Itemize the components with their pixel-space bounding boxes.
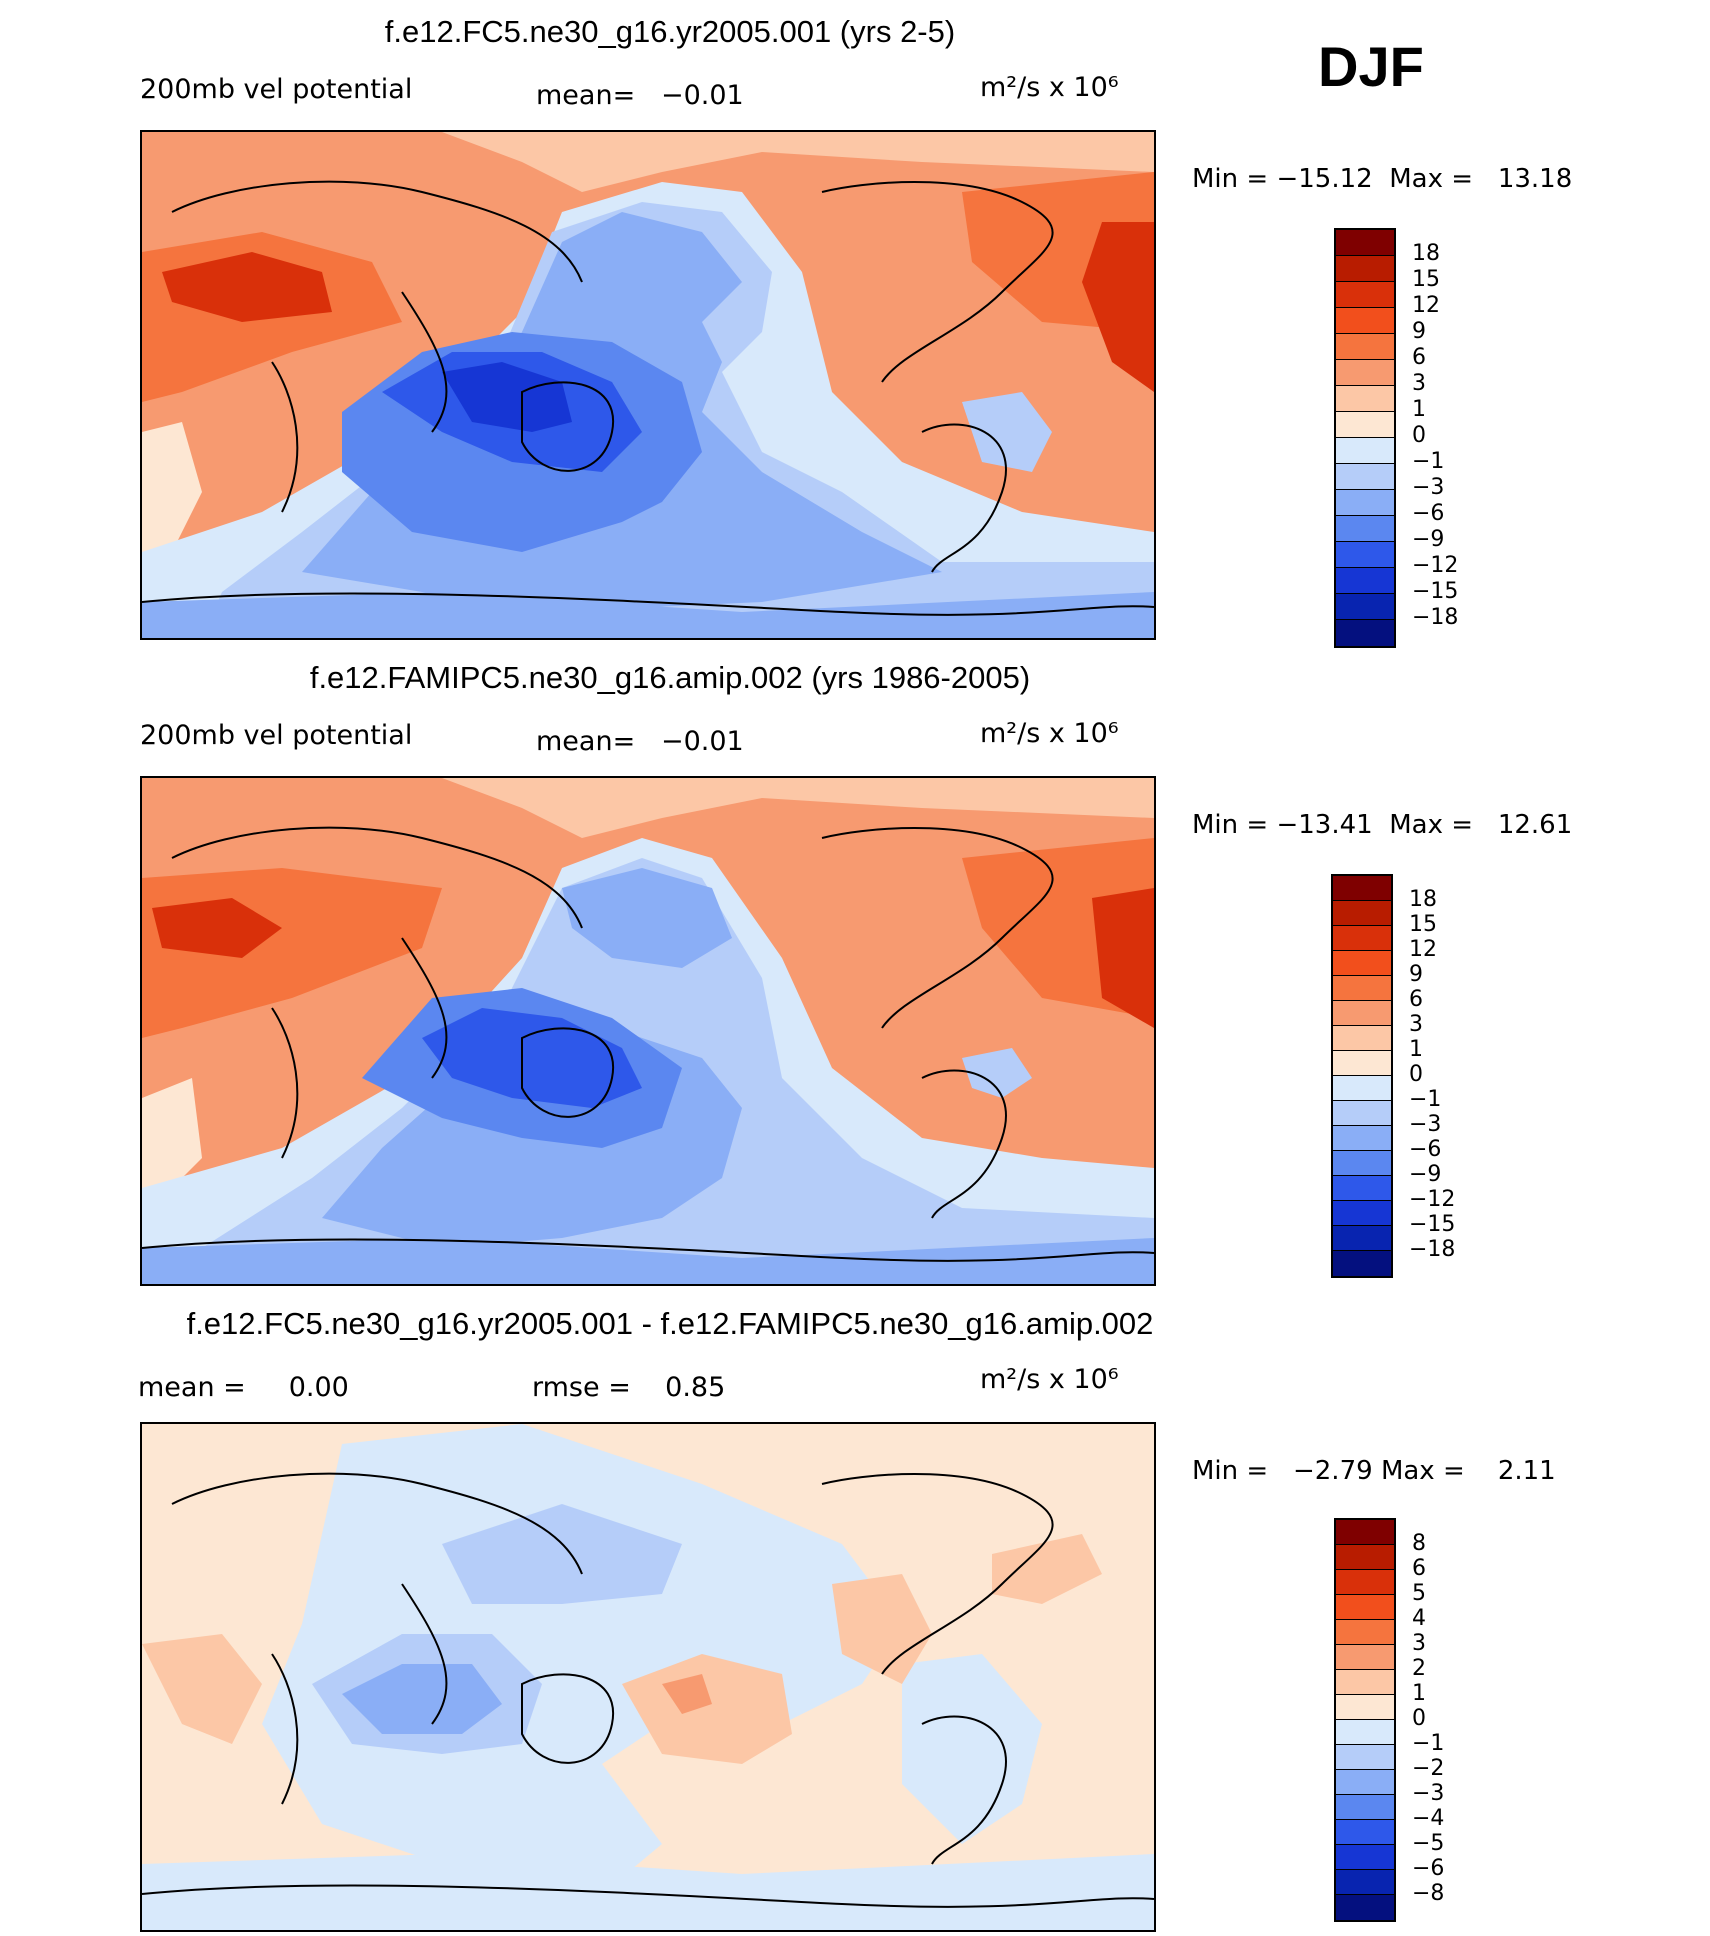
- colorbar-level-label: 3: [1412, 1631, 1426, 1656]
- panel3-units: m²/s x 10⁶: [980, 1364, 1119, 1395]
- field-contour: [662, 1674, 712, 1714]
- colorbar-level-label: −1: [1412, 1731, 1445, 1756]
- panel1-minmax: Min = −15.12 Max = 13.18: [1192, 164, 1573, 194]
- colorbar-level-label: −3: [1409, 1112, 1442, 1137]
- colorbar-level-label: 2: [1412, 1656, 1426, 1681]
- colorbar-level-label: −3: [1412, 1781, 1445, 1806]
- field-contour: [442, 778, 1154, 838]
- panel3-rmse: rmse = 0.85: [532, 1372, 726, 1403]
- field-contour: [142, 1634, 262, 1744]
- panel2-title: f.e12.FAMIPC5.ne30_g16.amip.002 (yrs 198…: [309, 660, 1031, 695]
- colorbar-level-label: −9: [1409, 1162, 1442, 1187]
- panel3-minmax: Min = −2.79 Max = 2.11: [1192, 1456, 1556, 1486]
- colorbar-level-label: −15: [1412, 579, 1459, 604]
- colorbar-level-label: −3: [1412, 475, 1445, 500]
- panel3-map: [140, 1422, 1156, 1932]
- field-contour: [442, 362, 572, 432]
- field-contour: [162, 252, 332, 322]
- colorbar-level-label: −1: [1412, 449, 1445, 474]
- coastline-overlay: [142, 180, 1154, 616]
- colorbar-level-label: 3: [1409, 1012, 1423, 1037]
- colorbar-level-label: 8: [1412, 1531, 1426, 1556]
- panel2-colorbar: [1331, 874, 1393, 1278]
- panel3-title: f.e12.FC5.ne30_g16.yr2005.001 - f.e12.FA…: [186, 1306, 1154, 1341]
- colorbar-level-label: 6: [1409, 987, 1423, 1012]
- colorbar-level-label: −2: [1412, 1756, 1445, 1781]
- field-contour: [142, 1238, 1154, 1284]
- panel1-colorbar: [1334, 228, 1396, 648]
- colorbar-level-label: 1: [1409, 1037, 1423, 1062]
- field-contour: [142, 1854, 1154, 1930]
- field-contour: [342, 1664, 502, 1734]
- colorbar-level-label: 12: [1412, 293, 1440, 318]
- colorbar-level-label: −15: [1409, 1212, 1456, 1237]
- colorbar-level-label: 1: [1412, 1681, 1426, 1706]
- panel1-title: f.e12.FC5.ne30_g16.yr2005.001 (yrs 2-5): [384, 14, 956, 49]
- colorbar-level-label: 5: [1412, 1581, 1426, 1606]
- panel3-colorbar: [1334, 1518, 1396, 1922]
- colorbar-level-label: −9: [1412, 527, 1445, 552]
- coastline-overlay: [142, 826, 1154, 1262]
- colorbar-level-label: 18: [1412, 241, 1440, 266]
- colorbar-level-label: 9: [1409, 962, 1423, 987]
- panel1-variable: 200mb vel potential: [140, 74, 413, 105]
- colorbar-level-label: 12: [1409, 937, 1437, 962]
- colorbar-level-label: −18: [1409, 1237, 1456, 1262]
- field-contour: [142, 592, 1154, 638]
- field-contour: [142, 422, 202, 572]
- field-contour: [152, 898, 282, 958]
- colorbar-level-label: 1: [1412, 397, 1426, 422]
- colorbar-level-label: 6: [1412, 345, 1426, 370]
- field-contour: [1092, 888, 1154, 1028]
- field-contour: [832, 1574, 932, 1684]
- panel2-map: [140, 776, 1156, 1286]
- colorbar-level-label: 0: [1409, 1062, 1423, 1087]
- field-contour: [562, 868, 732, 968]
- panel2-mean: mean= −0.01: [536, 726, 744, 757]
- colorbar-level-label: 15: [1412, 267, 1440, 292]
- season-label: DJF: [1318, 35, 1424, 98]
- field-contour: [992, 1534, 1102, 1604]
- colorbar-level-label: −4: [1412, 1806, 1445, 1831]
- colorbar-level-label: 0: [1412, 423, 1426, 448]
- panel2-units: m²/s x 10⁶: [980, 718, 1119, 749]
- colorbar-level-label: 6: [1412, 1556, 1426, 1581]
- colorbar-level-label: 15: [1409, 912, 1437, 937]
- colorbar-level-label: −6: [1412, 1856, 1445, 1881]
- panel1-map: [140, 130, 1156, 640]
- coastline-overlay: [142, 1472, 1154, 1908]
- colorbar-level-label: 3: [1412, 371, 1426, 396]
- colorbar-level-label: −5: [1412, 1831, 1445, 1856]
- colorbar-level-label: −6: [1412, 501, 1445, 526]
- colorbar-level-label: −6: [1409, 1137, 1442, 1162]
- field-contour: [142, 1078, 202, 1208]
- colorbar-level-label: −8: [1412, 1881, 1445, 1906]
- field-contour: [622, 1654, 792, 1764]
- panel3-mean: mean = 0.00: [138, 1372, 349, 1403]
- panel1-mean: mean= −0.01: [536, 80, 744, 111]
- field-contour: [962, 392, 1052, 472]
- colorbar-level-label: −12: [1412, 553, 1459, 578]
- panel1-units: m²/s x 10⁶: [980, 72, 1119, 103]
- panel2-variable: 200mb vel potential: [140, 720, 413, 751]
- colorbar-level-label: 9: [1412, 319, 1426, 344]
- field-contour: [962, 1048, 1032, 1098]
- panel2-minmax: Min = −13.41 Max = 12.61: [1192, 810, 1573, 840]
- field-contour: [442, 1504, 682, 1604]
- colorbar-level-label: −18: [1412, 605, 1459, 630]
- colorbar-level-label: −1: [1409, 1087, 1442, 1112]
- colorbar-level-label: −12: [1409, 1187, 1456, 1212]
- field-contour: [902, 1654, 1042, 1844]
- field-contour: [262, 1424, 902, 1894]
- field-contour: [442, 132, 1154, 192]
- colorbar-level-label: 18: [1409, 887, 1437, 912]
- field-contour: [1082, 222, 1154, 392]
- colorbar-level-label: 4: [1412, 1606, 1426, 1631]
- colorbar-level-label: 0: [1412, 1706, 1426, 1731]
